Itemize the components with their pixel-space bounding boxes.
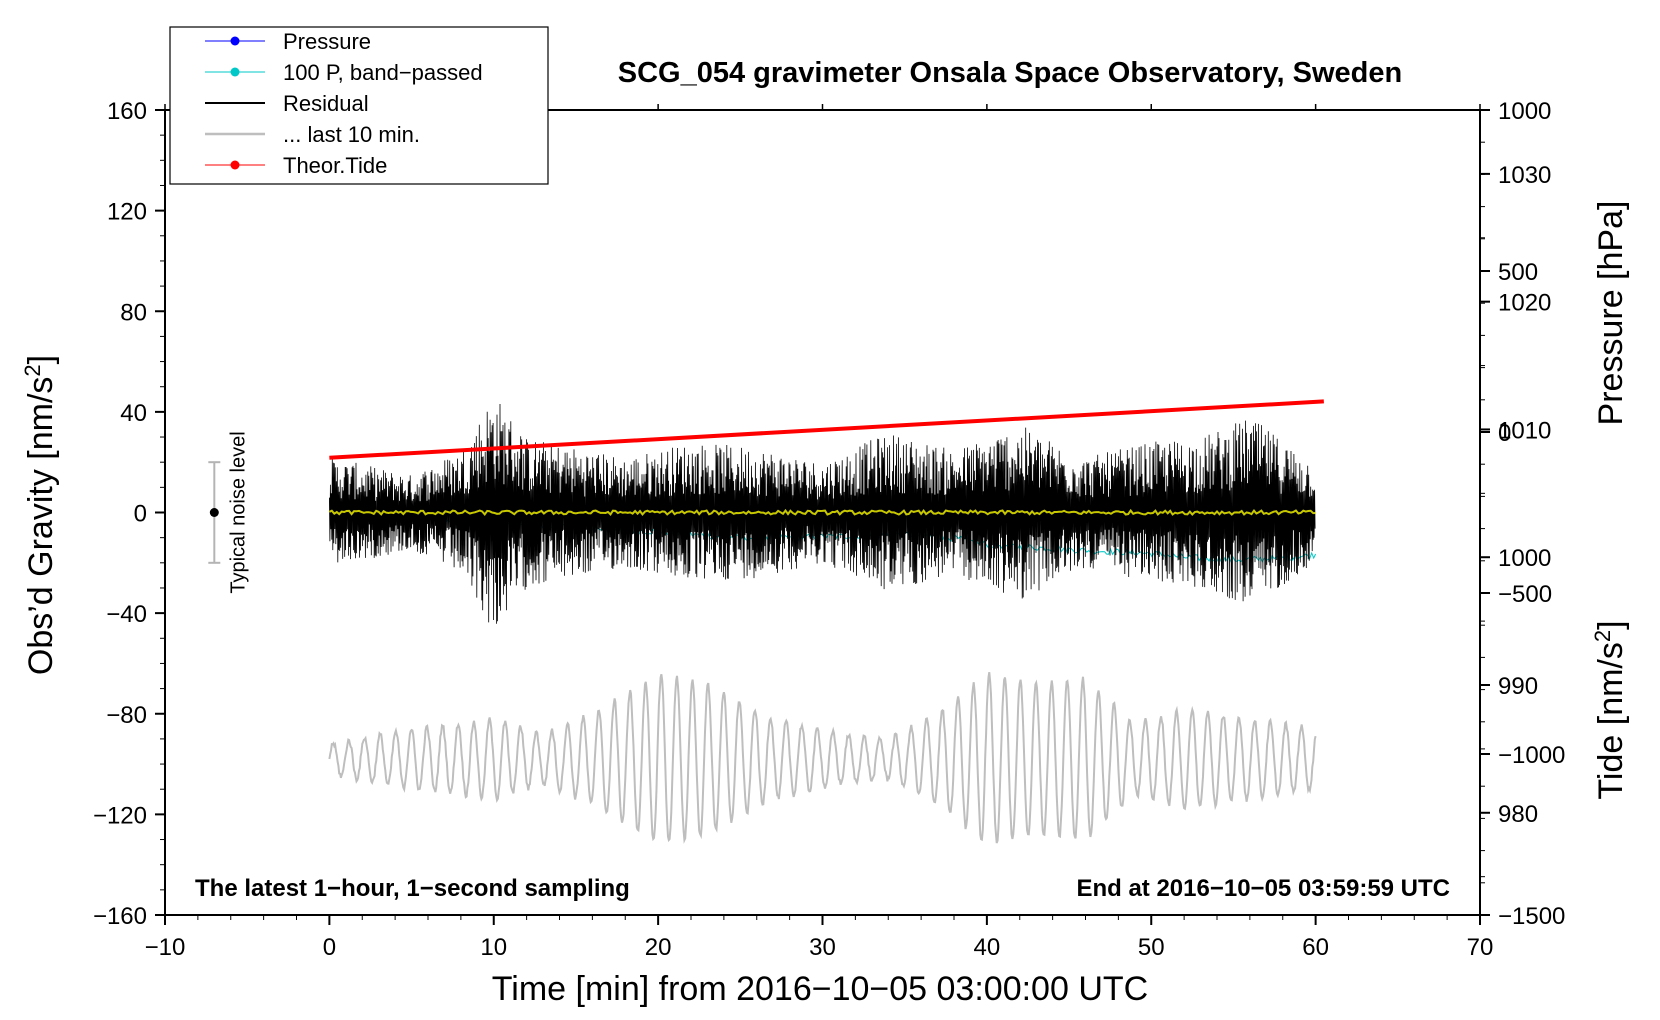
x-tick-label: −10 bbox=[145, 934, 186, 961]
y-axis-label: Obs’d Gravity [nm/s2] bbox=[20, 355, 61, 675]
y-tick-label: −40 bbox=[106, 601, 147, 628]
chart-title: SCG_054 gravimeter Onsala Space Observat… bbox=[618, 57, 1402, 89]
x-tick-label: 60 bbox=[1302, 934, 1329, 961]
y-tick-label: 40 bbox=[120, 400, 147, 427]
y-axis-pressure: 1030 1020 1010 1000 990 980 bbox=[1480, 109, 1551, 878]
noise-level-label: Typical noise level bbox=[227, 431, 249, 593]
x-tick-label: 70 bbox=[1467, 934, 1494, 961]
y-tick-label: 0 bbox=[134, 501, 147, 528]
x-tick-label: 20 bbox=[645, 934, 672, 961]
annotation-end-time: End at 2016−10−05 03:59:59 UTC bbox=[1076, 875, 1450, 902]
legend-label: Residual bbox=[283, 91, 369, 116]
pressure-tick-label: 1030 bbox=[1498, 162, 1551, 189]
legend-marker bbox=[230, 67, 240, 77]
legend-marker bbox=[230, 160, 240, 170]
legend-label: ... last 10 min. bbox=[283, 122, 420, 147]
x-tick-label: 50 bbox=[1138, 934, 1165, 961]
y-tick-label: 80 bbox=[120, 299, 147, 326]
series-layer bbox=[328, 399, 1324, 844]
y-tick-label: −80 bbox=[106, 702, 147, 729]
y-axis-gravity: 160 120 80 40 0 −40 −80 −120 −160 bbox=[93, 98, 165, 930]
legend-label: 100 P, band−passed bbox=[283, 60, 483, 85]
tide-tick-label: −500 bbox=[1498, 581, 1552, 608]
pressure-axis-label: Pressure [hPa] bbox=[1592, 201, 1630, 426]
series-residual-smoothed-line bbox=[328, 508, 1316, 517]
tide-tick-label: −1000 bbox=[1498, 742, 1565, 769]
pressure-tick-label: 1010 bbox=[1498, 417, 1551, 444]
x-tick-label: 0 bbox=[323, 934, 336, 961]
y-tick-label: −120 bbox=[93, 802, 147, 829]
pressure-tick-label: 1000 bbox=[1498, 545, 1551, 572]
y-axis-tide: 1000 500 0 −500 −1000 −1500 bbox=[1480, 98, 1565, 930]
series-residual-line bbox=[329, 403, 1316, 624]
annotation-sampling: The latest 1−hour, 1−second sampling bbox=[195, 875, 630, 902]
pressure-tick-label: 990 bbox=[1498, 673, 1538, 700]
series-theor-tide-line bbox=[329, 399, 1324, 460]
tide-tick-label: 1000 bbox=[1498, 98, 1551, 125]
legend-label: Pressure bbox=[283, 29, 371, 54]
y-tick-label: 120 bbox=[107, 199, 147, 226]
legend-marker bbox=[230, 36, 240, 46]
x-axis: −10 0 10 20 30 40 50 60 70 bbox=[145, 104, 1494, 961]
x-tick-label: 40 bbox=[974, 934, 1001, 961]
y-tick-label: 160 bbox=[107, 98, 147, 125]
y-tick-label: −160 bbox=[93, 903, 147, 930]
legend: Pressure 100 P, band−passed Residual ... la… bbox=[169, 26, 549, 185]
x-tick-label: 30 bbox=[809, 934, 836, 961]
tide-tick-label: 500 bbox=[1498, 259, 1538, 286]
pressure-tick-label: 980 bbox=[1498, 801, 1538, 828]
tide-axis-label: Tide [nm/s2] bbox=[1590, 620, 1631, 799]
series-last-10-min-line bbox=[328, 672, 1317, 844]
pressure-tick-label: 1020 bbox=[1498, 290, 1551, 317]
tide-tick-label: 0 bbox=[1498, 420, 1511, 447]
x-axis-label: Time [min] from 2016−10−05 03:00:00 UTC bbox=[492, 970, 1148, 1008]
tide-tick-label: −1500 bbox=[1498, 903, 1565, 930]
x-tick-label: 10 bbox=[480, 934, 507, 961]
noise-center-dot bbox=[209, 508, 219, 517]
legend-box bbox=[169, 26, 549, 185]
noise-level-indicator: Typical noise level bbox=[208, 431, 249, 594]
legend-label: Theor.Tide bbox=[283, 153, 387, 178]
